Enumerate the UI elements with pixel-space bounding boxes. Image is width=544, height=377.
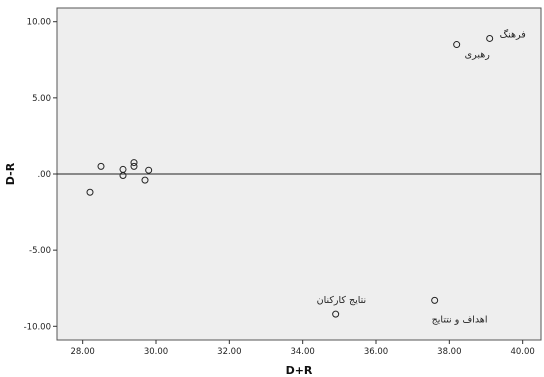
data-point-label: نتایج کارکنان	[317, 295, 366, 306]
y-tick-label: -10.00	[24, 322, 51, 332]
x-tick-label: 34.00	[290, 347, 314, 357]
data-point	[453, 41, 461, 49]
y-tick-label: 5.00	[32, 94, 51, 104]
x-tick-label: 40.00	[510, 347, 534, 357]
x-tick-label: 30.00	[144, 347, 168, 357]
data-point	[119, 172, 127, 180]
y-axis-ticks: 10.00 5.00 .00 -5.00 -10.00	[24, 18, 57, 332]
x-tick-label: 38.00	[437, 347, 461, 357]
data-point	[86, 188, 94, 196]
data-point	[141, 176, 149, 184]
y-tick-label: -5.00	[29, 246, 51, 256]
data-point	[130, 162, 138, 170]
data-point-label: رهبری	[465, 50, 491, 61]
y-axis-title: D-R	[4, 162, 17, 185]
data-point	[145, 166, 153, 174]
y-tick-label: 10.00	[27, 18, 51, 28]
data-point	[130, 159, 138, 167]
data-point	[97, 162, 105, 170]
data-point	[332, 310, 340, 318]
data-point-label: فرهنگ	[500, 28, 526, 40]
point-labels: فرهنگ رهبری نتایج کارکنان اهداف و نتتایج	[317, 28, 526, 325]
data-points	[86, 34, 494, 318]
x-tick-label: 36.00	[364, 347, 388, 357]
y-tick-label: .00	[37, 170, 51, 180]
x-axis-title: D+R	[286, 364, 313, 377]
x-tick-label: 32.00	[217, 347, 241, 357]
x-axis-ticks: 28.00 30.00 32.00 34.00 36.00 38.00 40.00	[70, 340, 535, 357]
data-point	[486, 34, 494, 42]
x-tick-label: 28.00	[70, 347, 94, 357]
data-point-label: اهداف و نتتایج	[432, 314, 488, 325]
data-point	[431, 296, 439, 304]
